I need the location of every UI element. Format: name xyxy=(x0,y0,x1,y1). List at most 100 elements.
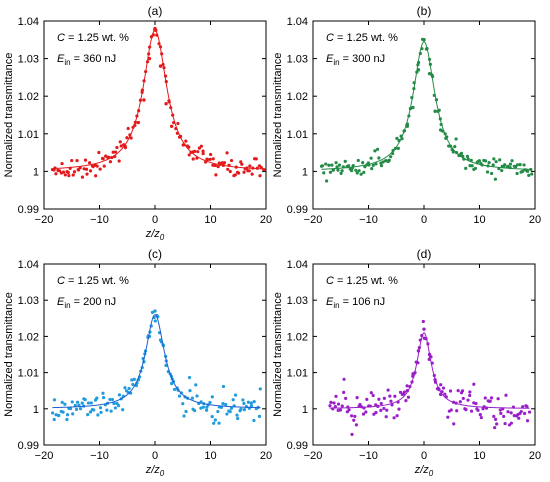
y-axis-title: Normalized transmittance xyxy=(3,53,15,178)
data-point xyxy=(110,397,115,402)
data-point xyxy=(427,71,432,76)
data-point xyxy=(494,160,498,164)
x-axis-title: z/z0 xyxy=(145,464,165,478)
data-point xyxy=(453,144,457,149)
data-point xyxy=(208,157,212,161)
y-tick-label: 1.04 xyxy=(287,259,308,271)
data-point xyxy=(439,383,443,387)
data-point xyxy=(233,173,237,177)
data-point xyxy=(421,319,425,324)
data-point xyxy=(201,405,205,409)
data-point xyxy=(224,402,228,407)
data-point xyxy=(350,432,354,436)
data-point xyxy=(356,158,360,163)
data-point xyxy=(405,384,409,388)
data-point xyxy=(236,416,240,421)
x-tick-label: −10 xyxy=(359,214,378,226)
data-point xyxy=(86,401,91,405)
data-point xyxy=(258,387,262,391)
data-point xyxy=(102,164,106,168)
data-point xyxy=(377,397,381,401)
data-point xyxy=(496,397,500,401)
data-point xyxy=(477,159,481,163)
y-tick-label: 0.99 xyxy=(18,440,39,452)
data-point xyxy=(108,160,113,164)
data-point xyxy=(527,410,532,414)
data-point xyxy=(54,413,58,417)
data-point xyxy=(382,396,386,400)
data-point xyxy=(441,386,446,390)
x-tick-label: 10 xyxy=(204,214,216,226)
y-tick-label: 1 xyxy=(302,166,308,178)
x-tick-label: 20 xyxy=(529,450,541,462)
data-point xyxy=(119,144,123,148)
data-point xyxy=(488,399,492,403)
data-point xyxy=(452,422,456,426)
data-point xyxy=(195,394,199,398)
data-point xyxy=(229,158,234,163)
x-tick-label: 0 xyxy=(152,450,158,462)
data-point xyxy=(204,408,209,412)
data-point xyxy=(74,407,79,411)
y-axis-title: Normalized transmittance xyxy=(3,292,15,417)
data-point xyxy=(78,407,83,411)
data-point xyxy=(259,165,263,170)
data-point xyxy=(197,146,202,150)
y-tick-label: 1.03 xyxy=(18,295,39,307)
data-point xyxy=(464,166,468,170)
y-tick-label: 1.02 xyxy=(18,331,39,343)
data-point xyxy=(487,161,491,165)
data-point xyxy=(213,418,217,422)
data-points xyxy=(328,319,532,436)
data-point xyxy=(395,136,399,140)
data-point xyxy=(492,414,496,418)
data-point xyxy=(176,121,180,126)
data-point xyxy=(68,406,73,411)
data-point xyxy=(57,413,61,418)
data-point xyxy=(517,416,521,420)
data-point xyxy=(242,401,246,406)
data-point xyxy=(147,56,152,61)
data-point xyxy=(240,162,244,166)
y-tick-label: 1.01 xyxy=(18,368,39,380)
data-point xyxy=(392,416,396,420)
data-point xyxy=(464,408,468,412)
data-point xyxy=(465,154,470,158)
data-point xyxy=(489,396,494,400)
data-point xyxy=(241,398,245,402)
data-point xyxy=(73,403,77,407)
y-tick-label: 1.02 xyxy=(287,331,308,343)
data-point xyxy=(86,413,90,417)
data-point xyxy=(509,421,513,425)
data-point xyxy=(459,151,464,155)
data-point xyxy=(466,398,470,402)
data-point xyxy=(190,396,194,400)
data-point xyxy=(460,389,465,393)
data-point xyxy=(109,409,113,413)
data-point xyxy=(70,400,74,404)
data-point xyxy=(374,162,378,166)
data-point xyxy=(320,164,325,168)
energy-annotation: Ein = 200 nJ xyxy=(57,296,116,310)
x-tick-label: 10 xyxy=(473,214,485,226)
data-point xyxy=(226,167,230,171)
data-point xyxy=(329,400,333,404)
data-point xyxy=(328,170,333,174)
data-point xyxy=(382,406,386,411)
data-point xyxy=(75,158,79,163)
data-point xyxy=(221,402,225,406)
data-point xyxy=(365,397,369,401)
data-point xyxy=(127,386,131,391)
data-point xyxy=(117,159,121,163)
data-point xyxy=(500,168,504,173)
data-point xyxy=(97,150,101,155)
y-tick-label: 1.02 xyxy=(287,91,308,103)
data-point xyxy=(193,149,197,153)
data-point xyxy=(94,174,98,178)
y-tick-label: 1 xyxy=(33,166,39,178)
data-point xyxy=(153,319,157,323)
data-point xyxy=(199,406,203,410)
data-point xyxy=(237,171,241,175)
data-point xyxy=(61,170,66,174)
data-point xyxy=(379,401,383,406)
